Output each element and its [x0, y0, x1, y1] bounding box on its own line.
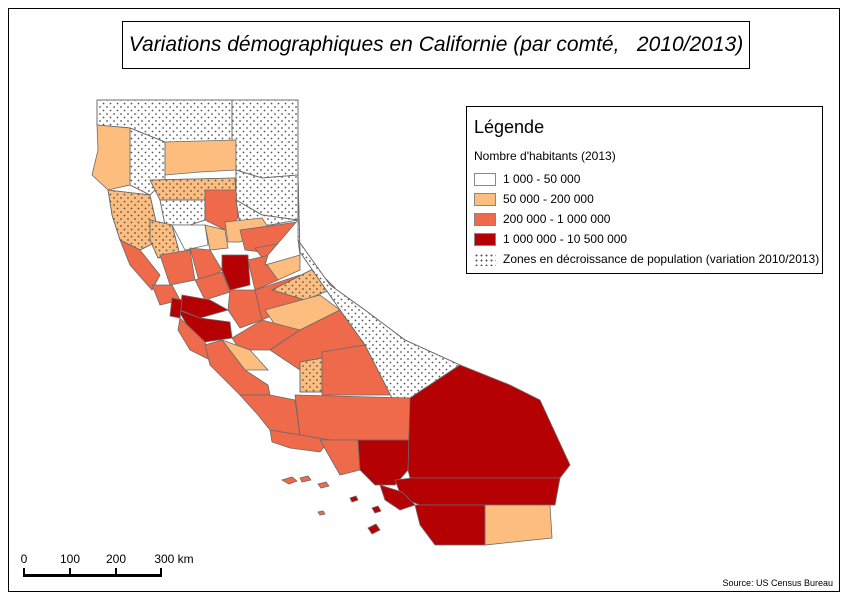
county-orange: [379, 484, 416, 511]
legend-label-1: 1 000 - 50 000: [503, 172, 581, 186]
legend: Légende Nombre d'habitants (2013) 1 000 …: [466, 106, 823, 274]
county-ventura: [319, 439, 361, 476]
scale-bar: 0 100 200 300 km: [14, 552, 194, 582]
county-riverside: [394, 477, 561, 506]
island-7: [317, 510, 326, 516]
island-2: [299, 475, 312, 483]
legend-swatch-dots: [474, 252, 496, 266]
legend-swatch-1: [474, 172, 496, 186]
legend-swatch-4: [474, 232, 496, 246]
island-6: [367, 523, 381, 535]
scale-tick: [115, 568, 117, 577]
legend-label-4: 1 000 000 - 10 500 000: [503, 232, 628, 246]
county-los-angeles: [357, 439, 411, 486]
legend-label-decline: Zones en décroissance de population (var…: [503, 252, 820, 266]
county-sonoma: [119, 239, 161, 291]
legend-row-2: 50 000 - 200 000: [474, 191, 594, 207]
legend-row-3: 200 000 - 1 000 000: [474, 211, 610, 227]
county-kern: [294, 394, 411, 441]
scale-bar-line: [24, 574, 161, 577]
scale-label-300: 300 km: [154, 552, 194, 566]
county-napa-yolo: [159, 249, 196, 286]
scale-label-200: 200: [105, 552, 127, 566]
scale-label-100: 100: [59, 552, 81, 566]
scale-tick: [23, 568, 25, 577]
legend-label-2: 50 000 - 200 000: [503, 192, 594, 206]
county-sutter: [204, 224, 229, 251]
legend-swatch-3: [474, 212, 496, 226]
county-san-mateo-santa-cruz: [177, 317, 211, 361]
northern-counties: [96, 99, 299, 221]
scale-label-0: 0: [20, 552, 28, 566]
map-title-box: Variations démographiques en Californie …: [122, 21, 750, 69]
county-san-luis-obispo: [239, 394, 301, 436]
county-sacramento: [221, 254, 251, 291]
island-3: [317, 481, 330, 489]
legend-row-decline: Zones en décroissance de population (var…: [474, 251, 819, 267]
county-shasta: [164, 139, 237, 176]
legend-label-3: 200 000 - 1 000 000: [503, 212, 611, 226]
county-humboldt: [91, 124, 131, 191]
county-san-bernardino: [407, 364, 571, 479]
legend-swatch-2: [474, 192, 496, 206]
county-san-francisco: [169, 297, 183, 319]
map-title: Variations démographiques en Californie …: [128, 33, 744, 56]
scale-tick: [160, 568, 162, 577]
island-4: [349, 495, 359, 503]
county-san-joaquin: [227, 289, 263, 329]
legend-row-1: 1 000 - 50 000: [474, 171, 580, 187]
source-credit: Source: US Census Bureau: [722, 578, 833, 588]
county-san-diego: [414, 504, 486, 546]
island-5: [371, 505, 382, 514]
scale-tick: [69, 568, 71, 577]
county-colusa: [171, 224, 209, 251]
legend-subtitle: Nombre d'habitants (2013): [474, 149, 616, 163]
county-tuolumne: [264, 218, 301, 266]
county-santa-barbara: [269, 429, 331, 453]
legend-row-4: 1 000 000 - 10 500 000: [474, 231, 627, 247]
legend-title: Légende: [474, 117, 545, 137]
county-imperial: [484, 504, 553, 546]
island-1: [280, 476, 298, 485]
county-monterey: [204, 339, 271, 396]
